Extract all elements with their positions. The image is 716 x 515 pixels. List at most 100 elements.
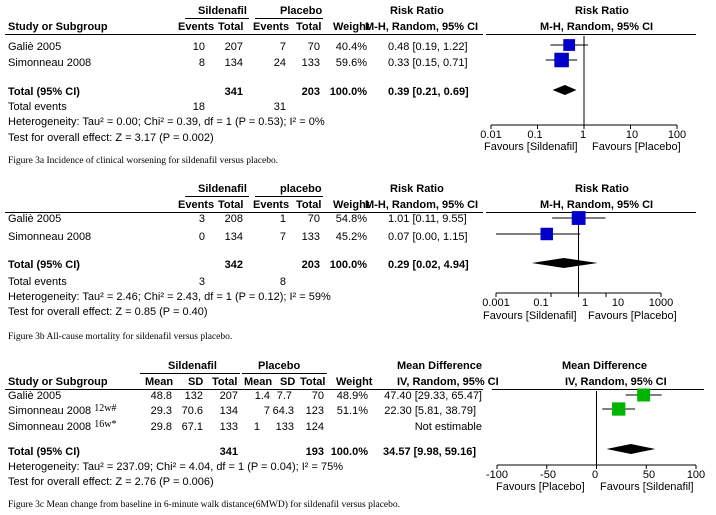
favours-right: Favours [Placebo] xyxy=(592,141,681,153)
study-name: Galiè 2005 xyxy=(8,390,62,402)
total1-header: Total xyxy=(212,376,238,388)
group2-underline xyxy=(255,18,323,19)
overall-effect-text: Test for overall effect: Z = 3.17 (P = 0… xyxy=(8,132,214,144)
study-name: Simonneau 2008 xyxy=(8,405,92,417)
mean1-cell: 48.8 xyxy=(150,390,172,402)
mean1-cell: 29.8 xyxy=(150,421,172,433)
point-estimate-square xyxy=(637,388,651,402)
plot-method-header: M-H, Random, 95% CI xyxy=(540,21,654,33)
events1-header: Events xyxy=(178,199,215,211)
total-events2: 31 xyxy=(273,101,286,113)
rr-method-header: M-H, Random, 95% CI xyxy=(365,199,479,211)
study-superscript: 16w* xyxy=(94,419,117,430)
sd2-cell: 7.7 xyxy=(276,390,292,402)
tick-label: 0.01 xyxy=(480,129,502,141)
group1-header: Sildenafil xyxy=(198,183,247,195)
point-estimate-square xyxy=(571,211,586,225)
weight-cell: 48.9% xyxy=(336,390,368,402)
total1-cell: 207 xyxy=(224,41,243,53)
tick-label: -100 xyxy=(485,469,509,481)
events2-cell: 24 xyxy=(273,57,286,69)
study-name: Galiè 2005 xyxy=(8,41,62,53)
point-estimate-square xyxy=(563,39,576,51)
total-events2: 8 xyxy=(279,276,286,288)
header-rule xyxy=(5,212,483,213)
point-estimate-square xyxy=(612,402,626,416)
point-estimate-square xyxy=(554,52,569,68)
favours-left: Favours [Sildenafil] xyxy=(484,141,578,153)
group1-underline xyxy=(185,18,249,19)
events2-header: Events xyxy=(253,199,290,211)
total1-cell: 133 xyxy=(219,421,238,433)
overall-effect-text: Test for overall effect: Z = 0.85 (P = 0… xyxy=(8,306,208,318)
study-name: Simonneau 2008 xyxy=(8,421,92,433)
tick-label: 0.1 xyxy=(527,129,543,141)
group1-underline xyxy=(185,196,249,197)
rr-header: Risk Ratio xyxy=(390,5,444,17)
ci-cell: 0.48 [0.19, 1.22] xyxy=(388,41,468,53)
sd1-header: SD xyxy=(188,376,204,388)
total2-sum: 193 xyxy=(305,446,324,458)
total1-cell: 134 xyxy=(219,405,238,417)
total-ci: 0.29 [0.02, 4.94] xyxy=(388,259,469,271)
total2-cell: 70 xyxy=(307,213,320,225)
total1-cell: 208 xyxy=(224,213,243,225)
total2-cell: 70 xyxy=(311,390,324,402)
weight-cell: 45.2% xyxy=(335,231,367,243)
events2-header: Events xyxy=(253,21,290,33)
weight-cell: 51.1% xyxy=(336,405,368,417)
total-events-label: Total events xyxy=(8,101,67,113)
favours-left: Favours [Sildenafil] xyxy=(483,310,577,322)
study-header: Study or Subgroup xyxy=(8,21,108,33)
tick-label: 1000 xyxy=(648,297,674,309)
events2-cell: 7 xyxy=(279,41,286,53)
weight-cell: 54.8% xyxy=(335,213,367,225)
ci-cell: Not estimable xyxy=(414,421,482,433)
figure-caption: Figure 3b All-cause mortality for silden… xyxy=(8,332,233,342)
weight-header: Weight xyxy=(336,376,373,388)
forest-plot-3b xyxy=(495,211,662,297)
md-method-header: IV, Random, 95% CI xyxy=(397,376,499,388)
events1-cell: 0 xyxy=(198,231,205,243)
total1-sum: 341 xyxy=(219,446,238,458)
header-rule xyxy=(5,389,483,390)
study-name: Simonneau 2008 xyxy=(8,57,92,69)
group1-underline xyxy=(140,373,240,374)
events1-cell: 8 xyxy=(198,57,205,69)
total2-cell: 123 xyxy=(305,405,324,417)
group2-header: Placebo xyxy=(280,5,323,17)
total-label: Total (95% CI) xyxy=(8,86,80,98)
group2-header: placebo xyxy=(280,183,322,195)
tick-label: -50 xyxy=(540,469,556,481)
tick-label: 100 xyxy=(667,129,687,141)
total-label: Total (95% CI) xyxy=(8,259,80,271)
total1-cell: 134 xyxy=(224,231,243,243)
ci-cell: 1.01 [0.11, 9.55] xyxy=(388,213,467,225)
total1-sum: 342 xyxy=(224,259,243,271)
total-events1: 3 xyxy=(198,276,205,288)
plot-method-header: IV, Random, 95% CI xyxy=(565,376,667,388)
total-label: Total (95% CI) xyxy=(8,446,80,458)
plot-header-rule xyxy=(486,212,696,213)
tick-label: 0 xyxy=(591,469,599,481)
rr-header: Risk Ratio xyxy=(390,183,444,195)
sd1-cell: 67.1 xyxy=(181,421,203,433)
pooled-diamond xyxy=(552,85,577,95)
events1-cell: 3 xyxy=(198,213,205,225)
total1-sum: 341 xyxy=(224,86,243,98)
sd1-cell: 132 xyxy=(184,390,203,402)
total-ci: 0.39 [0.21, 0.69] xyxy=(388,86,469,98)
study-header: Study or Subgroup xyxy=(8,376,108,388)
sd2-header: SD xyxy=(280,376,296,388)
pooled-diamond xyxy=(531,258,598,268)
total1-header: Total xyxy=(218,199,244,211)
pooled-diamond xyxy=(606,444,656,454)
total-events-label: Total events xyxy=(8,276,67,288)
forest-plot-3a xyxy=(490,36,678,129)
total2-header: Total xyxy=(300,376,326,388)
sd1-cell: 70.6 xyxy=(181,405,203,417)
total1-header: Total xyxy=(218,21,244,33)
weight-header: Weight xyxy=(333,199,370,211)
